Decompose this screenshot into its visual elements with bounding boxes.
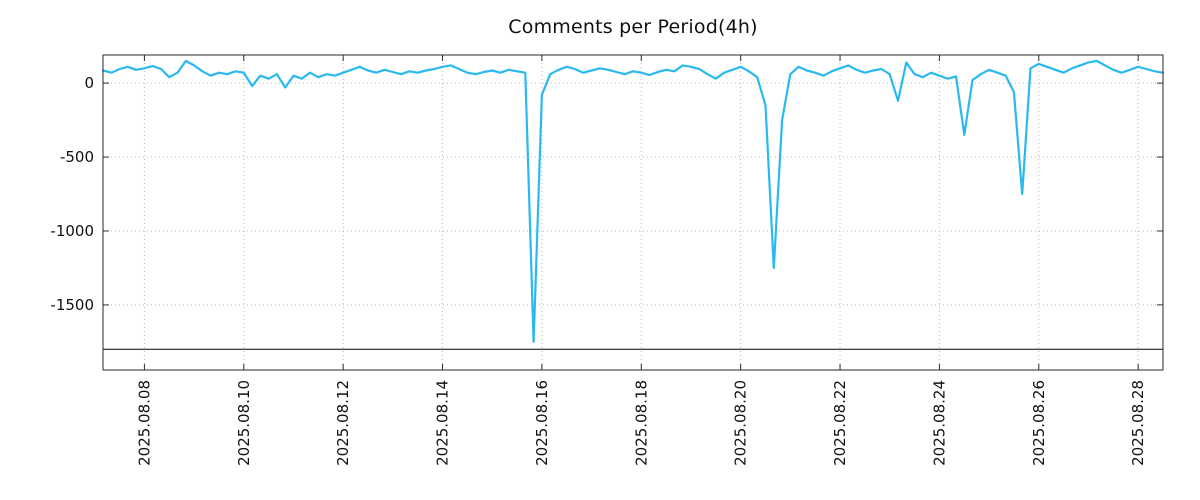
comments-line-series (101, 59, 1165, 343)
plot-frame (102, 54, 1164, 371)
x-tick-label: 2025.08.08 (135, 380, 153, 466)
x-tick-label: 2025.08.18 (632, 380, 650, 466)
x-tick-label: 2025.08.14 (434, 380, 452, 466)
x-tick-label: 2025.08.10 (235, 380, 253, 466)
x-tick-label: 2025.08.26 (1030, 380, 1048, 466)
chart-title: Comments per Period(4h) (508, 16, 758, 38)
x-tick-label: 2025.08.12 (334, 380, 352, 466)
y-tick-label: 0 (84, 74, 94, 92)
x-tick-label: 2025.08.20 (732, 380, 750, 466)
y-tick-label: -500 (60, 148, 94, 166)
x-tick-label: 2025.08.22 (831, 380, 849, 466)
y-tick-label: -1500 (50, 296, 94, 314)
x-tick-label: 2025.08.24 (930, 380, 948, 466)
x-tick-label: 2025.08.16 (533, 380, 551, 466)
x-tick-label: 2025.08.28 (1129, 380, 1147, 466)
y-tick-label: -1000 (50, 222, 94, 240)
